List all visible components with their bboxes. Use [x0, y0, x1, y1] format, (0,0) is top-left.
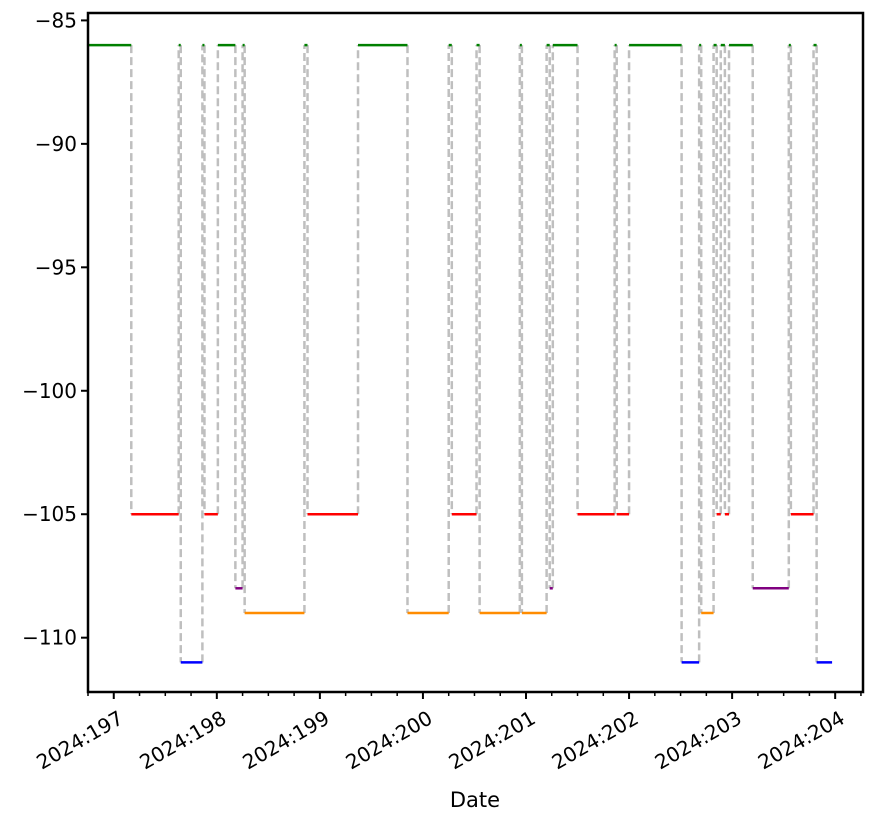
y-tick-label: −85 [35, 8, 77, 32]
y-tick-label: −95 [35, 255, 77, 279]
y-tick-label: −110 [22, 626, 77, 650]
data-segments [86, 43, 833, 664]
y-axis: −85 −90 −95 −100 −105 −110 [22, 8, 88, 650]
y-tick-label: −105 [22, 502, 77, 526]
y-tick-label: −90 [35, 132, 77, 156]
plot-frame [86, 11, 865, 694]
transition-lines [130, 45, 818, 663]
y-tick-label: −100 [22, 379, 77, 403]
x-axis-label: Date [450, 788, 500, 812]
